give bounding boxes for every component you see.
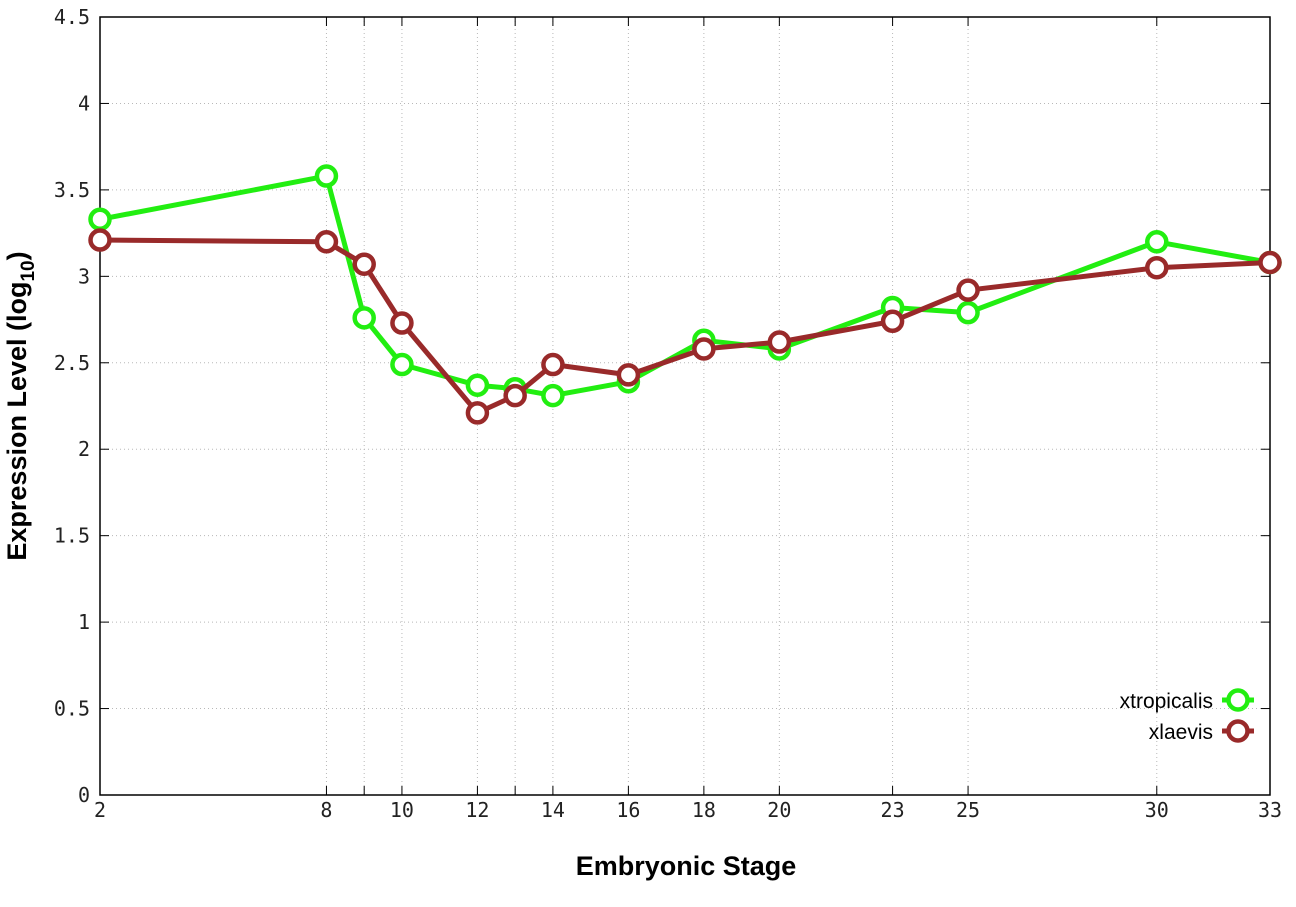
- axis-ticks: 0 0.5 1 1.5 2 2.5 3 3.5 4 4.5 2 8 10 12 14 16 18 20 23 25 30…: [54, 5, 1282, 822]
- legend-label: xlaevis: [1149, 721, 1213, 744]
- data-point: [314, 230, 339, 254]
- data-point: [390, 311, 414, 335]
- x-tick-label: 16: [616, 798, 640, 822]
- data-point: [465, 401, 490, 425]
- data-point: [692, 337, 716, 361]
- data-point: [616, 363, 641, 387]
- x-axis-title: Embryonic Stage: [576, 851, 797, 881]
- y-tick-label: 2: [78, 437, 90, 461]
- series-layer: [88, 164, 1282, 425]
- x-tick-label: 10: [390, 798, 414, 822]
- x-tick-label: 12: [465, 798, 489, 822]
- y-tick-label: 1: [78, 610, 90, 634]
- x-tick-label: 30: [1145, 798, 1169, 822]
- x-tick-label: 14: [541, 798, 565, 822]
- data-point: [88, 207, 112, 232]
- data-point: [541, 352, 565, 377]
- data-point: [390, 352, 414, 377]
- legend-label: xtropicalis: [1120, 690, 1213, 713]
- x-tick-label: 33: [1258, 798, 1282, 822]
- legend: xtropicalis xlaevis: [1120, 688, 1254, 744]
- x-tick-label: 25: [956, 798, 980, 822]
- y-axis-title-close: ): [2, 251, 32, 260]
- series-xtropicalis: [88, 164, 1282, 408]
- legend-marker: [1226, 719, 1250, 743]
- legend-marker: [1226, 688, 1250, 712]
- y-axis-title-main: Expression Level (log: [2, 282, 32, 561]
- data-point: [1145, 230, 1169, 254]
- data-point: [352, 306, 376, 330]
- x-tick-label: 2: [94, 798, 106, 822]
- data-point: [767, 330, 792, 354]
- series-xlaevis: [88, 228, 1282, 425]
- grid-lines: [100, 17, 1270, 795]
- data-point: [541, 383, 565, 408]
- data-point: [956, 278, 980, 302]
- y-tick-label: 4: [78, 91, 90, 115]
- y-tick-label: 0: [78, 783, 90, 807]
- y-tick-label: 2.5: [54, 351, 90, 375]
- data-point: [314, 164, 339, 188]
- data-point: [880, 309, 905, 334]
- data-point: [956, 300, 980, 325]
- data-point: [1145, 255, 1169, 280]
- y-tick-label: 0.5: [54, 697, 90, 721]
- y-tick-label: 1.5: [54, 524, 90, 548]
- plot-frame: [99, 16, 1271, 796]
- data-point: [88, 228, 112, 252]
- data-point: [352, 252, 376, 276]
- y-tick-label: 3.5: [54, 178, 90, 202]
- x-tick-label: 18: [692, 798, 716, 822]
- y-tick-label: 4.5: [54, 5, 90, 29]
- x-tick-label: 23: [881, 798, 905, 822]
- y-axis-title-subscript: 10: [18, 260, 39, 281]
- data-point: [503, 383, 527, 408]
- x-tick-label: 20: [767, 798, 791, 822]
- x-tick-label: 8: [320, 798, 332, 822]
- y-tick-label: 3: [78, 264, 90, 288]
- data-point: [1258, 250, 1282, 275]
- data-point: [465, 373, 490, 398]
- y-axis-title: Expression Level (log10): [2, 251, 39, 560]
